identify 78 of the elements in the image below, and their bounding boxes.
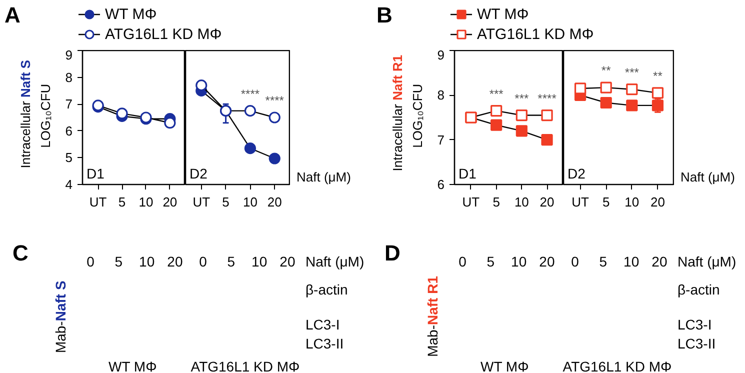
legend-label: WT MΦ — [105, 5, 157, 23]
y-tick-label: 5 — [65, 150, 73, 166]
x-tick-label: 20 — [650, 194, 665, 210]
text: WT MΦ — [108, 358, 157, 373]
category-label: 20 — [539, 254, 555, 270]
category-label: 5 — [114, 254, 123, 270]
y-tick-label: 6 — [65, 123, 73, 138]
text: Mab-Naft R1 — [424, 276, 440, 357]
annotation: D1 — [86, 166, 105, 182]
legend-label: ATG16L1 KD MΦ — [105, 25, 222, 43]
annotation: D1 — [458, 166, 477, 182]
x-tick-label: UT — [89, 194, 107, 210]
category-label: 0 — [458, 254, 467, 270]
chart-title: B — [376, 2, 392, 28]
category-label: 20 — [652, 254, 668, 270]
text: ATG16L1 KD MΦ — [562, 358, 672, 373]
annotation: D2 — [190, 166, 208, 182]
y-tick-label: 9 — [65, 48, 73, 62]
text: C — [12, 240, 28, 266]
annotation: D2 — [568, 166, 586, 182]
category-label: 10 — [624, 254, 640, 270]
x-tick-label: 20 — [540, 194, 554, 210]
x-tick-label: 5 — [118, 194, 126, 210]
category-label: 10 — [139, 254, 155, 270]
x-tick-label: 5 — [492, 194, 500, 210]
category-label: 5 — [599, 254, 608, 270]
category-label: 10 — [511, 254, 527, 270]
category-label: 5 — [227, 254, 236, 270]
data-label: *** — [514, 91, 530, 106]
x-tick-label: 10 — [624, 194, 640, 210]
data-label: **** — [240, 86, 260, 101]
y-tick-label: 6 — [437, 177, 445, 192]
category-label: 0 — [571, 254, 580, 270]
text: ATG16L1 KD MΦ — [190, 358, 300, 373]
text: D — [384, 240, 400, 266]
x-tick-label: UT — [572, 194, 590, 210]
legend-label: ATG16L1 KD MΦ — [477, 25, 594, 43]
x-axis-title: Naft (μM) — [296, 170, 351, 185]
text: Naft (μM) — [678, 254, 736, 270]
x-tick-label: 5 — [602, 194, 610, 210]
x-tick-label: 10 — [138, 194, 154, 210]
text: LC3-II — [678, 336, 716, 352]
text: WT MΦ — [480, 358, 529, 373]
text: Naft (μM) — [306, 254, 364, 270]
x-axis-title: Naft (μM) — [680, 170, 735, 185]
y-tick-label: 7 — [65, 96, 73, 112]
y-tick-label: 9 — [437, 48, 445, 62]
x-tick-label: 5 — [222, 194, 230, 210]
data-label: ** — [601, 64, 612, 78]
data-label: *** — [624, 65, 640, 80]
category-label: 0 — [199, 254, 208, 270]
data-label: *** — [489, 86, 504, 101]
x-tick-label: UT — [462, 194, 480, 210]
text: β-actin — [678, 282, 720, 298]
x-tick-label: 20 — [267, 194, 282, 210]
x-tick-label: 20 — [162, 194, 178, 210]
x-tick-label: 10 — [514, 194, 529, 210]
x-tick-label: UT — [192, 194, 210, 210]
category-label: 5 — [486, 254, 495, 270]
text: Mab-Naft S — [52, 280, 68, 354]
y-tick-label: 4 — [65, 177, 73, 192]
data-label: ** — [653, 68, 663, 83]
text: LC3-I — [306, 316, 340, 332]
x-tick-label: 10 — [242, 194, 258, 210]
data-label: **** — [265, 94, 284, 108]
y-tick-label: 8 — [65, 70, 73, 85]
chart-title: A — [4, 2, 20, 28]
y-tick-label: 8 — [437, 88, 445, 103]
category-label: 0 — [86, 254, 95, 270]
category-label: 20 — [167, 254, 183, 270]
category-label: 10 — [252, 254, 268, 270]
text: β-actin — [306, 282, 348, 298]
legend-label: WT MΦ — [477, 5, 529, 23]
y-tick-label: 7 — [437, 132, 445, 148]
data-label: **** — [538, 91, 557, 106]
text: LC3-II — [306, 336, 344, 352]
category-label: 20 — [280, 254, 296, 270]
text: LC3-I — [678, 316, 712, 332]
